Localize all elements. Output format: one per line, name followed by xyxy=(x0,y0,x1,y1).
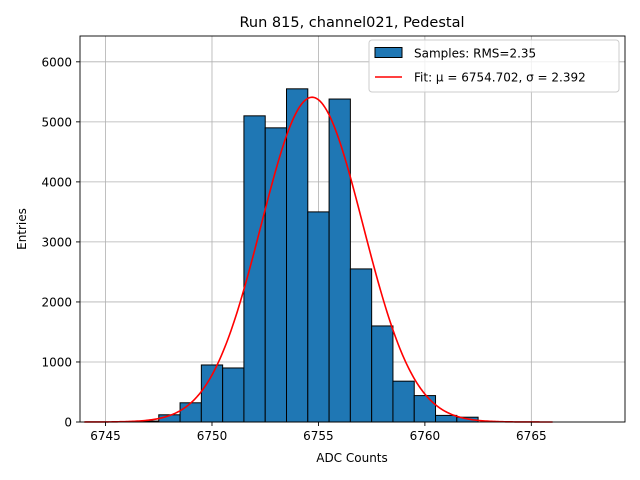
axes-frame xyxy=(79,35,626,423)
y-axis-label: Entries xyxy=(15,208,29,250)
legend-box xyxy=(368,39,620,93)
x-tick-label: 6750 xyxy=(197,429,228,443)
x-tick-label: 6765 xyxy=(516,429,547,443)
histogram-bar xyxy=(413,395,437,423)
x-tick-label: 6745 xyxy=(90,429,121,443)
histogram-bar xyxy=(371,325,394,423)
histogram-bar xyxy=(243,115,266,423)
histogram-bar xyxy=(286,88,309,423)
legend-label-fit: Fit: μ = 6754.702, σ = 2.392 xyxy=(414,71,586,85)
y-tick-label: 5000 xyxy=(41,115,72,129)
y-tick-label: 3000 xyxy=(41,235,72,249)
chart-title: Run 815, channel021, Pedestal xyxy=(239,15,464,31)
y-tick-label: 6000 xyxy=(41,55,72,69)
y-tick-label: 0 xyxy=(64,416,72,430)
histogram-bar xyxy=(307,211,330,423)
x-axis-label: ADC Counts xyxy=(316,451,388,465)
y-tick-label: 2000 xyxy=(41,295,72,309)
x-axis-ticks: 6745 6750 6755 6760 6765 xyxy=(90,422,547,443)
fit-curve xyxy=(84,96,553,423)
x-tick-label: 6755 xyxy=(303,429,334,443)
legend-swatch-samples xyxy=(374,47,403,58)
y-tick-label: 1000 xyxy=(41,355,72,369)
x-tick-label: 6760 xyxy=(410,429,441,443)
legend-label-samples: Samples: RMS=2.35 xyxy=(414,47,536,61)
histogram-bar xyxy=(392,380,415,423)
histogram-bar xyxy=(222,367,245,423)
histogram-bar xyxy=(349,268,373,423)
y-tick-label: 4000 xyxy=(41,175,72,189)
y-axis-ticks: 0 1000 2000 3000 4000 5000 6000 xyxy=(41,55,80,430)
legend: Samples: RMS=2.35 Fit: μ = 6754.702, σ =… xyxy=(368,39,620,93)
histogram-bar xyxy=(179,402,202,423)
histogram-bar xyxy=(435,414,458,423)
histogram-bar xyxy=(328,98,351,423)
